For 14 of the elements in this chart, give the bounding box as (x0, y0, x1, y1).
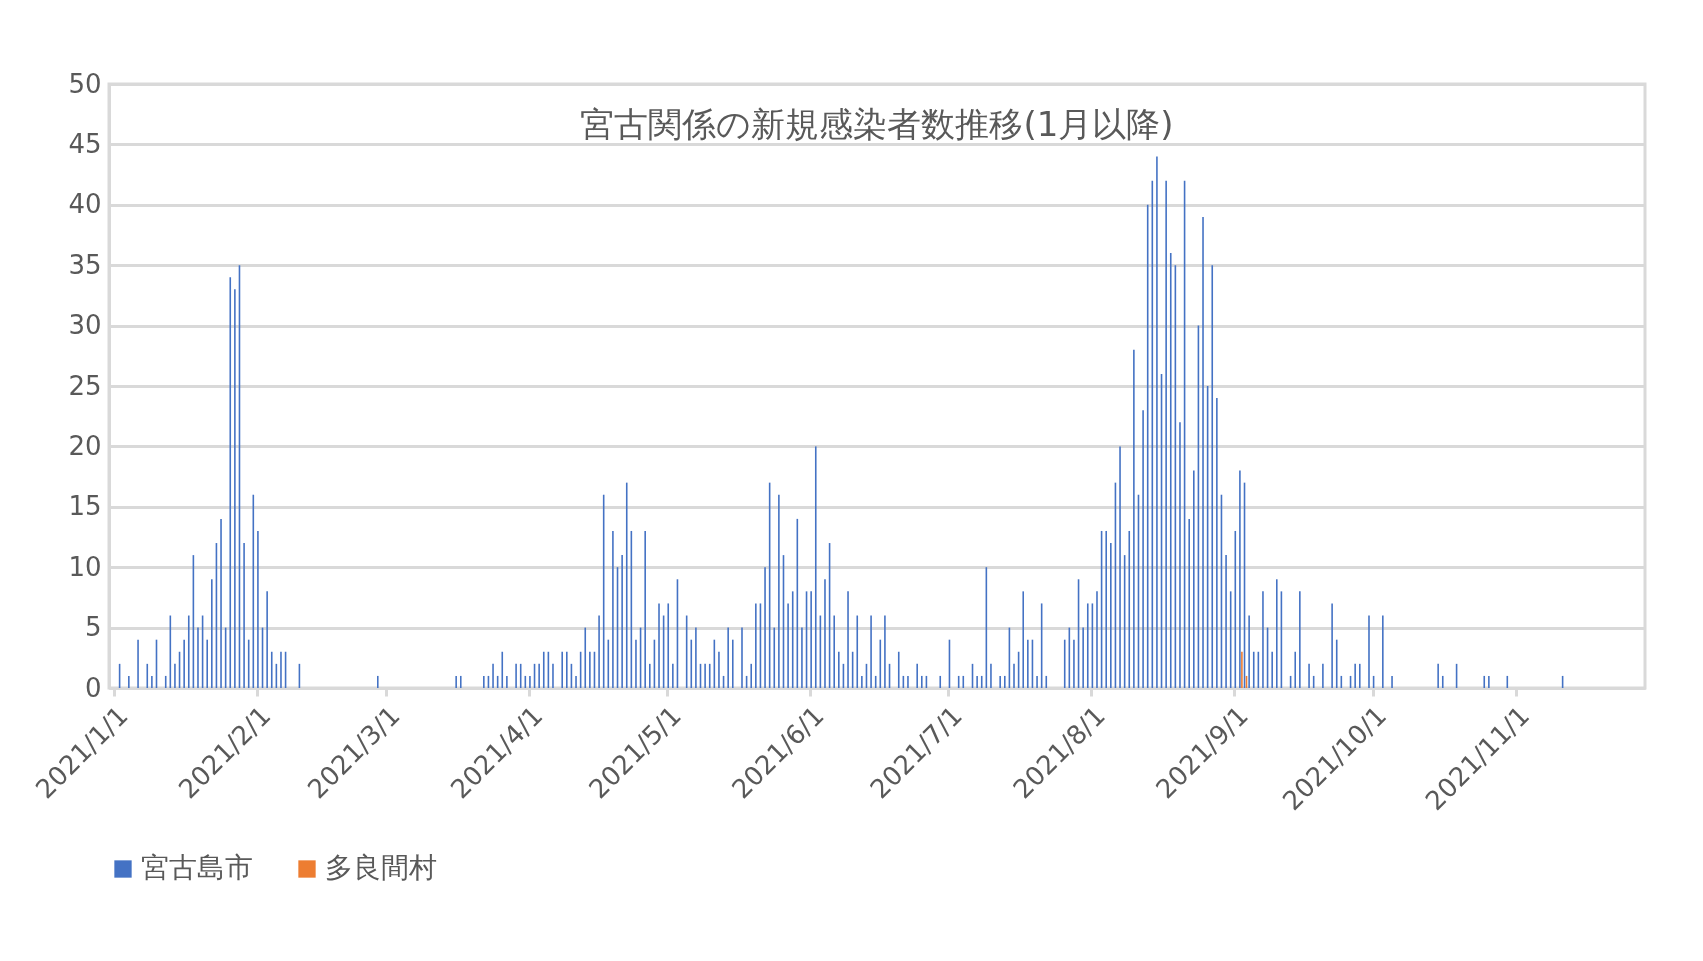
text: 宮古関係の新規感染者数推移(1月以降) (580, 104, 1174, 144)
legend-label: 宮古島市 (141, 851, 253, 884)
y-tick-label: 15 (68, 491, 102, 522)
y-tick-label: 0 (84, 672, 102, 703)
y-tick-label: 25 (68, 370, 102, 401)
legend-label: 多良間村 (325, 851, 437, 884)
y-tick-label: 40 (68, 189, 102, 220)
y-tick-label: 5 (84, 612, 102, 643)
y-tick-label: 20 (68, 430, 102, 461)
y-tick-label: 10 (68, 551, 102, 582)
y-tick-label: 30 (68, 310, 102, 341)
y-tick-label: 45 (68, 128, 102, 159)
y-tick-label: 35 (68, 249, 102, 280)
y-tick-label: 50 (68, 68, 102, 99)
